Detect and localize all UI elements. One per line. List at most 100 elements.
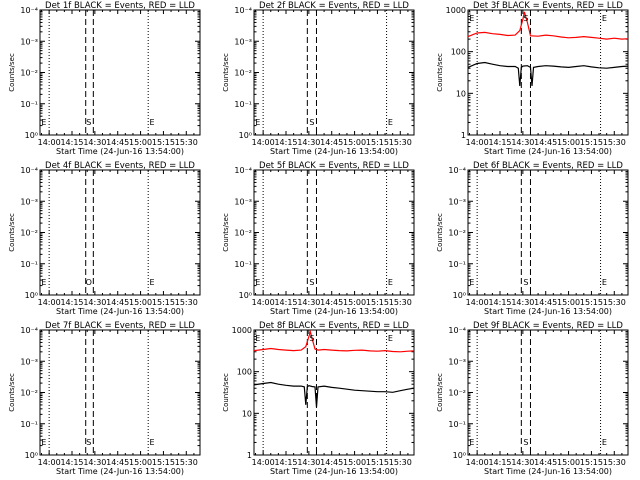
event-marker-label: S <box>309 278 314 287</box>
y-tick-label: 10⁻³ <box>234 197 252 206</box>
x-tick-label: 14:30 <box>511 298 534 307</box>
x-tick-label: 14:00 <box>252 298 275 307</box>
event-marker-label: S <box>86 118 91 127</box>
chart-panel-3: Det 3f BLACK = Events, RED = LLD 1 10 100 10… <box>436 1 629 156</box>
event-marker-label: E <box>41 278 46 287</box>
chart-title: Det 8f BLACK = Events, RED = LLD <box>259 321 409 331</box>
y-tick-label: 10⁰ <box>453 451 466 460</box>
x-tick-label: 14:15 <box>60 298 83 307</box>
x-tick-label: 14:30 <box>83 138 106 147</box>
x-tick-label: 15:15 <box>580 298 603 307</box>
y-axis-label: Counts/sec <box>8 53 16 92</box>
x-tick-label: 15:30 <box>175 138 198 147</box>
y-tick-label: 100 <box>451 48 466 57</box>
x-tick-label: 14:15 <box>488 298 511 307</box>
x-tick-label: 14:15 <box>274 458 297 467</box>
event-marker-label: S <box>523 278 528 287</box>
y-tick-label: 10⁰ <box>25 131 38 140</box>
x-tick-label: 15:00 <box>557 298 580 307</box>
chart-title: Det 9f BLACK = Events, RED = LLD <box>473 321 623 331</box>
chart-title: Det 7f BLACK = Events, RED = LLD <box>45 321 195 331</box>
x-tick-label: 14:45 <box>106 298 129 307</box>
x-tick-label: 14:45 <box>320 458 343 467</box>
x-tick-label: 14:30 <box>83 458 106 467</box>
x-tick-label: 15:15 <box>152 138 175 147</box>
x-tick-label: 15:15 <box>152 458 175 467</box>
chart-panel-2: Det 2f BLACK = Events, RED = LLD 10⁰ 10⁻¹ 1… <box>222 1 415 156</box>
x-axis-label: Start Time (24-Jun-16 13:54:00) <box>484 467 612 476</box>
x-tick-label: 15:15 <box>152 298 175 307</box>
x-tick-label: 15:15 <box>366 458 389 467</box>
event-marker-label: E <box>388 334 393 343</box>
y-tick-label: 1 <box>247 451 252 460</box>
x-tick-label: 15:15 <box>580 458 603 467</box>
x-tick-label: 14:30 <box>83 298 106 307</box>
event-marker-label: E <box>602 278 607 287</box>
event-marker-label: S <box>523 14 528 23</box>
x-tick-label: 15:15 <box>366 298 389 307</box>
chart-title: Det 1f BLACK = Events, RED = LLD <box>45 1 195 11</box>
x-tick-label: 15:00 <box>557 458 580 467</box>
event-marker-label: E <box>149 438 154 447</box>
y-tick-label: 10⁻⁴ <box>20 6 38 15</box>
plot-frame <box>467 169 629 296</box>
x-tick-label: 14:00 <box>38 138 61 147</box>
plot-frame <box>39 169 201 296</box>
x-axis-label: Start Time (24-Jun-16 13:54:00) <box>484 147 612 156</box>
y-tick-label: 1000 <box>446 6 466 15</box>
x-tick-label: 15:30 <box>175 458 198 467</box>
event-marker-label: E <box>255 334 260 343</box>
y-tick-label: 10⁻³ <box>448 357 466 366</box>
x-tick-label: 14:45 <box>534 458 557 467</box>
y-tick-label: 1000 <box>232 326 252 335</box>
y-tick-label: 10⁻³ <box>448 197 466 206</box>
x-tick-label: 14:15 <box>274 138 297 147</box>
y-tick-label: 10⁻² <box>20 229 38 238</box>
x-tick-label: 15:00 <box>129 458 152 467</box>
y-tick-label: 10 <box>456 89 466 98</box>
x-tick-label: 14:15 <box>488 458 511 467</box>
x-tick-label: 14:15 <box>488 138 511 147</box>
x-tick-label: 14:45 <box>106 138 129 147</box>
y-tick-label: 10⁻⁴ <box>234 166 252 175</box>
series-line-2 <box>467 61 629 87</box>
chart-panel-7: Det 7f BLACK = Events, RED = LLD 10⁰ 10⁻¹ 1… <box>8 321 201 476</box>
event-marker-label: O <box>86 278 92 287</box>
x-tick-label: 14:00 <box>38 458 61 467</box>
chart-title: Det 6f BLACK = Events, RED = LLD <box>473 161 623 171</box>
chart-title: Det 2f BLACK = Events, RED = LLD <box>259 1 409 11</box>
x-axis-label: Start Time (24-Jun-16 13:54:00) <box>484 307 612 316</box>
y-axis-label: Counts/sec <box>222 373 230 412</box>
chart-panel-8: Det 8f BLACK = Events, RED = LLD 1 10 100 10… <box>222 321 415 476</box>
event-marker-label: E <box>41 438 46 447</box>
x-axis-label: Start Time (24-Jun-16 13:54:00) <box>270 147 398 156</box>
y-tick-label: 10⁻⁴ <box>448 326 466 335</box>
x-tick-label: 14:45 <box>320 298 343 307</box>
series-line-1 <box>467 11 629 40</box>
x-tick-label: 15:00 <box>343 298 366 307</box>
y-tick-label: 10⁻¹ <box>448 260 466 269</box>
y-axis-label: Counts/sec <box>8 373 16 412</box>
y-tick-label: 10⁻³ <box>234 37 252 46</box>
y-tick-label: 10⁻² <box>234 69 252 78</box>
y-axis-label: Counts/sec <box>222 53 230 92</box>
x-tick-label: 14:15 <box>60 138 83 147</box>
plot-frame <box>39 329 201 456</box>
x-tick-label: 14:45 <box>534 298 557 307</box>
x-tick-label: 15:30 <box>175 298 198 307</box>
event-marker-label: S <box>309 118 314 127</box>
plot-frame <box>253 329 415 456</box>
y-axis-label: Counts/sec <box>436 213 444 252</box>
x-tick-label: 15:15 <box>580 138 603 147</box>
y-tick-label: 10⁻¹ <box>448 420 466 429</box>
y-tick-label: 10⁻⁴ <box>20 166 38 175</box>
event-marker-label: E <box>388 118 393 127</box>
y-tick-label: 10⁻⁴ <box>448 166 466 175</box>
y-tick-label: 10⁻⁴ <box>234 6 252 15</box>
y-tick-label: 10⁻² <box>448 389 466 398</box>
y-tick-label: 1 <box>461 131 466 140</box>
plot-frame <box>467 329 629 456</box>
series-line-1 <box>253 329 415 353</box>
y-tick-label: 10⁻¹ <box>234 260 252 269</box>
event-marker-label: E <box>469 14 474 23</box>
